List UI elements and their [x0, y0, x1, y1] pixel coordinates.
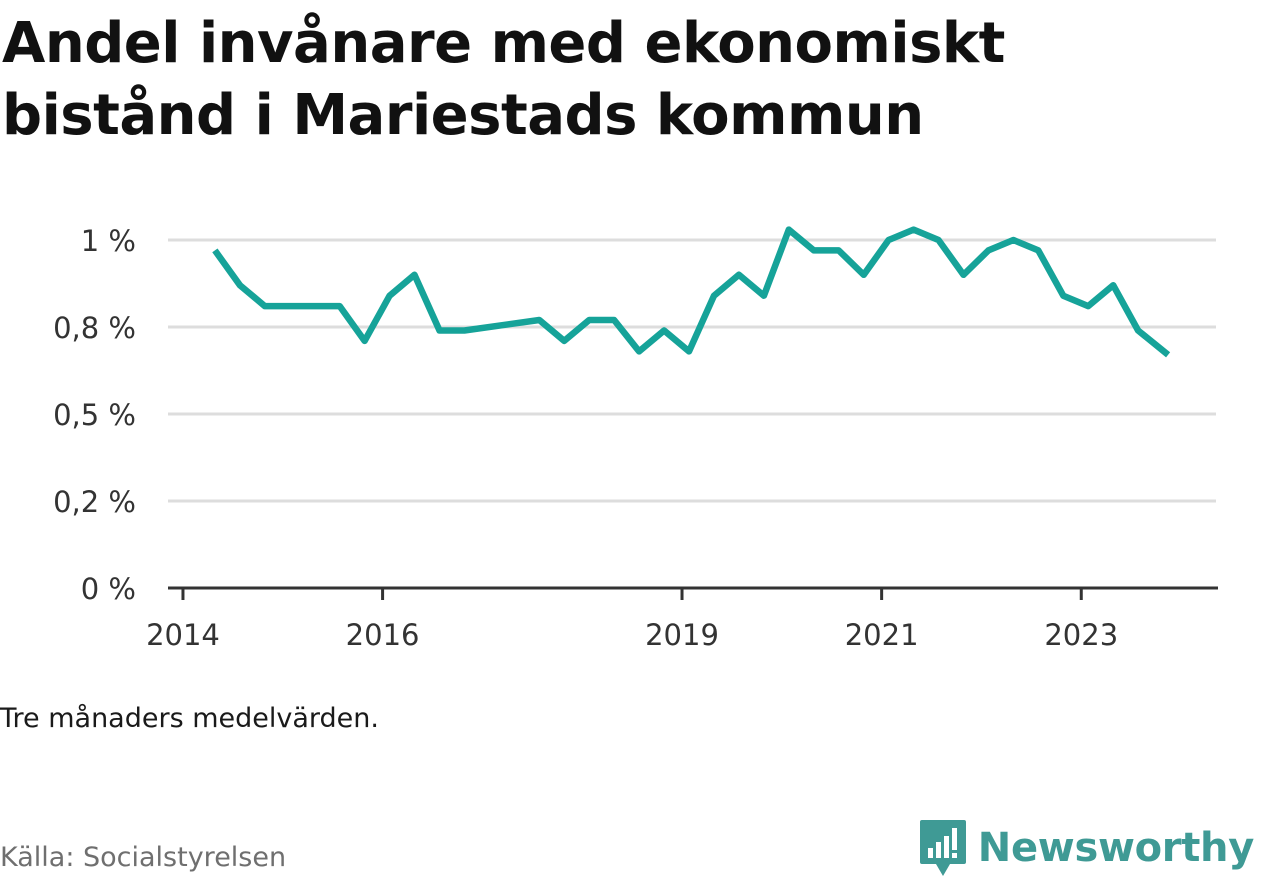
series-layer: [212, 226, 1171, 358]
x-tick-label: 2023: [1044, 618, 1118, 652]
source-label: Källa: Socialstyrelsen: [0, 842, 287, 873]
newsworthy-logo-icon: [919, 820, 966, 876]
x-tick-label: 2021: [845, 618, 919, 652]
x-axis: [168, 586, 1218, 600]
line-chart: 0 %0,2 %0,5 %0,8 %1 % 2014 2016 2019 2021 20…: [53, 224, 1218, 652]
chart-title: Andel invånare med ekonomiskt bistånd i …: [2, 11, 1005, 148]
gridlines: [168, 238, 1216, 503]
y-tick-label: 0,2 %: [53, 485, 136, 519]
x-tick-label: 2019: [645, 618, 719, 652]
y-tick-label: 1 %: [81, 224, 136, 258]
brand-logo: Newsworthy: [918, 818, 1254, 878]
x-tick-label: 2016: [346, 618, 420, 652]
y-tick-label: 0,5 %: [53, 398, 136, 432]
y-axis-tick-labels: 0 % 0,2 % 0,5 % 0,8 % 1 %: [53, 224, 136, 606]
y-tick-label: 0,8 %: [53, 311, 136, 345]
y-tick-label: 0 %: [81, 572, 136, 606]
x-tick-label: 2014: [146, 618, 220, 652]
series-line: [212, 226, 1171, 358]
chart-note: Tre månaders medelvärden.: [0, 703, 379, 734]
brand-name: Newsworthy: [977, 825, 1255, 871]
x-axis-tick-labels: 2014 2016 2019 2021 2023: [146, 618, 1118, 652]
